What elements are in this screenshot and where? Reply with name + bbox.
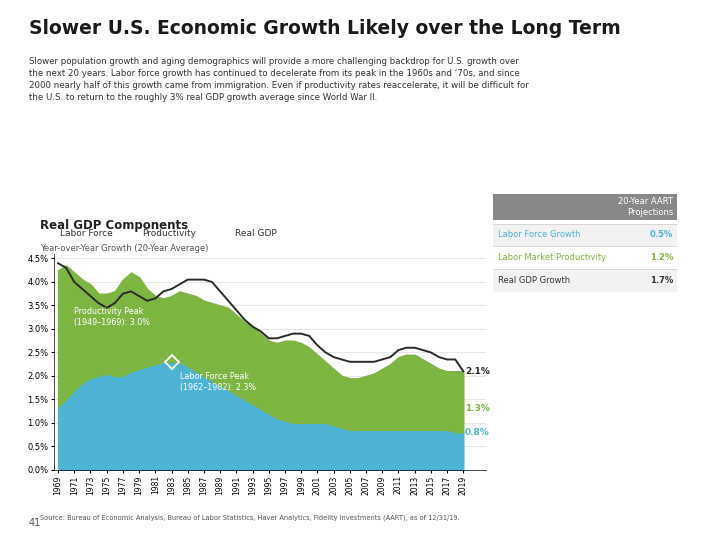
Text: 1.7%: 1.7% [650,276,673,285]
Text: Slower population growth and aging demographics will provide a more challenging : Slower population growth and aging demog… [29,57,528,102]
Text: Labor Market Productivity: Labor Market Productivity [498,253,606,262]
Text: 1.3%: 1.3% [465,404,490,413]
Text: 1.2%: 1.2% [650,253,673,262]
Text: Source: Bureau of Economic Analysis, Bureau of Labor Statistics, Haver Analytics: Source: Bureau of Economic Analysis, Bur… [40,514,459,521]
Text: Real GDP Growth: Real GDP Growth [498,276,570,285]
Text: 20-Year AART
Projections: 20-Year AART Projections [618,197,673,218]
Text: 2.1%: 2.1% [465,367,490,376]
Text: 41: 41 [29,518,41,529]
Text: Productivity Peak
(1949–1969): 3.0%: Productivity Peak (1949–1969): 3.0% [74,307,150,327]
Text: Real GDP: Real GDP [235,230,276,238]
Text: Productivity: Productivity [143,230,197,238]
Text: Real GDP Components: Real GDP Components [40,219,188,232]
Text: Labor Force Growth: Labor Force Growth [498,231,580,239]
Text: Labor Force Peak
(1962–1982): 2.3%: Labor Force Peak (1962–1982): 2.3% [179,372,256,391]
Text: Slower U.S. Economic Growth Likely over the Long Term: Slower U.S. Economic Growth Likely over … [29,19,621,38]
Text: 0.5%: 0.5% [650,231,673,239]
Text: 0.8%: 0.8% [465,428,490,437]
Text: LONG-
TERM: LONG- TERM [692,117,716,153]
Text: Labor Force: Labor Force [60,230,112,238]
Text: Year-over-Year Growth (20-Year Average): Year-over-Year Growth (20-Year Average) [40,244,208,253]
